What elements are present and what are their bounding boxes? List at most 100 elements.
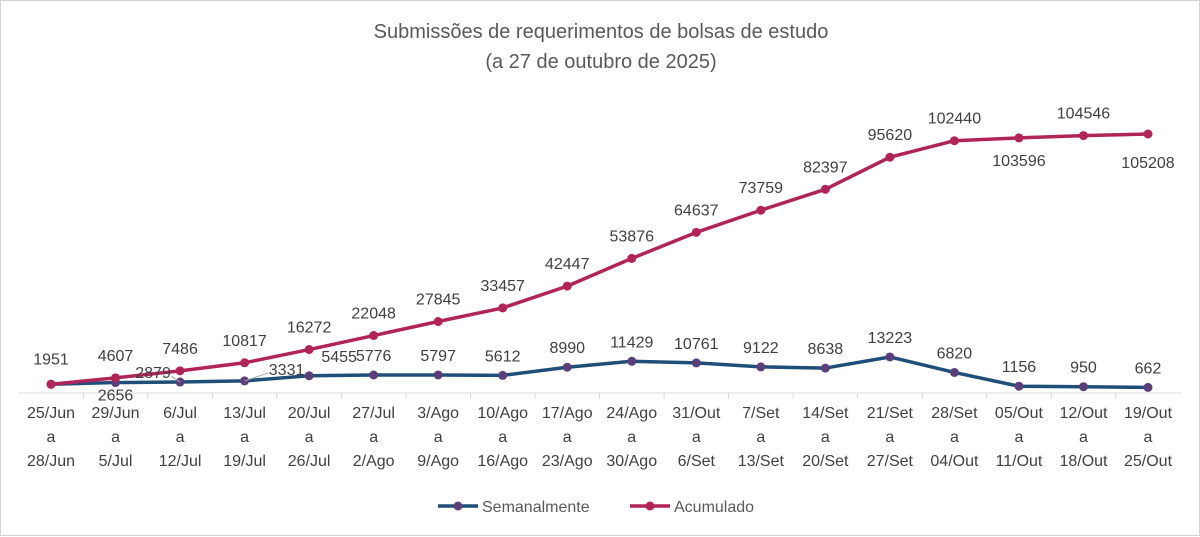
leader-line [170,375,181,383]
data-point [820,184,830,194]
data-label: 1951 [33,351,69,368]
data-label: 102440 [928,111,981,128]
x-tick-label: a [369,429,378,446]
x-tick-label: 27/Set [867,453,914,470]
x-tick-label: 11/Out [996,453,1043,470]
data-point [949,136,959,146]
x-tick-label: 18/Out [1059,453,1108,470]
data-point [1014,381,1024,391]
x-tick-label: 31/Out [672,405,721,422]
data-point [627,253,637,263]
data-point [627,356,637,366]
x-tick-label: 29/Jun [92,405,140,422]
x-tick-label: 28/Set [931,405,978,422]
data-label: 42447 [545,256,590,273]
x-tick-label: 16/Ago [477,453,528,470]
data-point [1143,382,1153,392]
x-tick-label: a [627,429,636,446]
legend-label: Semanalmente [482,499,590,516]
x-tick-label: a [1014,429,1023,446]
series-line-acumulado [50,132,1149,387]
x-tick-label: 24/Ago [606,405,657,422]
x-tick-label: 19/Out [1124,405,1173,422]
x-tick-label: a [47,429,56,446]
data-label: 11429 [610,334,653,351]
data-point [885,352,895,362]
x-tick-label: 20/Jul [288,405,331,422]
chart-subtitle: (a 27 de outubro de 2025) [485,51,716,73]
x-tick-label: 26/Jul [288,453,331,470]
data-label: 5455 [321,349,357,366]
data-label: 10817 [222,333,267,350]
data-label: 64637 [674,202,719,219]
x-tick-label: a [1144,429,1153,446]
data-point [46,379,56,389]
data-point [240,358,250,368]
data-label: 6820 [937,345,973,362]
x-tick-label: 25/Jun [27,405,75,422]
x-tick-label: a [756,429,765,446]
data-label: 13223 [868,330,913,347]
x-tick-label: 9/Ago [417,453,459,470]
x-tick-label: 28/Jun [27,453,75,470]
data-point [756,362,766,372]
x-tick-label: 13/Jul [223,405,266,422]
data-point [885,152,895,162]
data-point [304,371,314,381]
data-label: 1156 [1002,359,1037,376]
data-label: 82397 [803,159,848,176]
data-point [498,370,508,380]
data-label: 16272 [287,320,332,337]
data-label: 105208 [1121,155,1174,172]
data-label: 662 [1135,360,1162,377]
data-point [111,373,121,383]
x-tick-label: a [950,429,959,446]
data-label: 950 [1070,360,1097,377]
x-tick-label: a [563,429,572,446]
data-point [691,227,701,237]
x-tick-label: 3/Ago [417,405,459,422]
x-tick-label: a [821,429,830,446]
x-tick-label: 12/Jul [159,453,202,470]
x-tick-label: 13/Set [738,453,785,470]
data-point [433,317,443,327]
data-label: 8990 [549,340,585,357]
x-tick-label: 14/Set [802,405,849,422]
chart-title: Submissões de requerimentos de bolsas de… [374,21,829,43]
data-point [1078,382,1088,392]
data-point [498,303,508,313]
data-label: 73759 [739,180,784,197]
data-point [562,281,572,291]
data-label: 104546 [1057,106,1110,123]
x-tick-label: a [434,429,443,446]
data-label: 103596 [992,153,1045,170]
data-label: 95620 [868,127,913,144]
data-label: 7486 [162,341,198,358]
x-tick-label: a [692,429,701,446]
data-label: 5612 [485,348,521,365]
data-point [304,345,314,355]
x-tick-label: 04/Out [930,453,979,470]
x-tick-label: 19/Jul [223,453,266,470]
x-tick-label: a [1079,429,1088,446]
data-label: 3331 [269,362,305,379]
x-tick-label: a [176,429,185,446]
series-line-semanalmente [50,355,1149,390]
data-label: 27845 [416,292,461,309]
data-point [820,363,830,373]
x-tick-label: 10/Ago [477,405,528,422]
legend-label: Acumulado [674,499,754,516]
x-tick-label: 6/Jul [163,405,197,422]
x-tick-label: 23/Ago [542,453,593,470]
data-point [562,362,572,372]
data-label: 9122 [743,340,779,357]
x-tick-label: 25/Out [1124,453,1173,470]
data-label: 53876 [610,228,655,245]
x-tick-label: a [885,429,894,446]
x-tick-label: a [305,429,314,446]
data-label: 2879 [135,365,171,382]
x-tick-label: 21/Set [867,405,914,422]
data-label: 4607 [98,348,134,365]
